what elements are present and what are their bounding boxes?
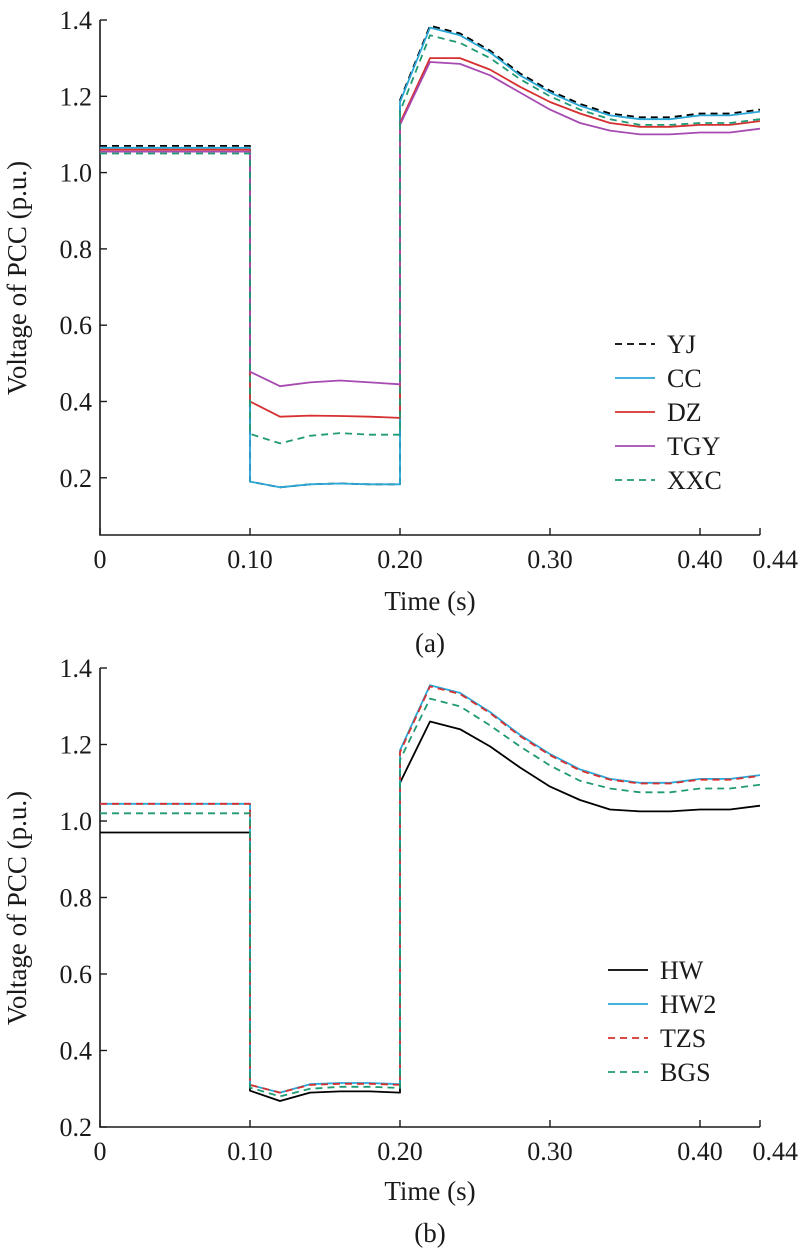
- chart-panel-a: 0.20.40.60.81.01.21.4 0 0.10 0.20 0.30 0.40 0…: [2, 6, 798, 658]
- series-line-cc: [100, 26, 761, 489]
- x-tick-label: 0: [94, 545, 107, 574]
- y-tick-label: 1.2: [60, 82, 93, 111]
- legend-label: TZS: [660, 1024, 706, 1053]
- chart-panel-b: 0.20.40.60.81.01.21.4 0 0.10 0.20 0.30 0.40 0…: [2, 654, 798, 1248]
- x-tick-label: 0.44: [753, 545, 799, 574]
- y-tick-label: 0.4: [60, 1037, 93, 1066]
- y-tick-label: 1.4: [60, 6, 93, 35]
- legend: HW HW2 TZS BGS: [608, 956, 716, 1087]
- series-line-dz: [100, 57, 761, 419]
- x-tick-label: 0.30: [527, 1137, 573, 1166]
- x-tick-label: 0.10: [227, 1137, 273, 1166]
- series-line-yj: [100, 24, 761, 489]
- y-tick-label: 1.0: [60, 159, 93, 188]
- legend-label: DZ: [667, 398, 702, 427]
- x-axis-label: Time (s): [384, 586, 475, 616]
- legend-label: HW: [660, 956, 704, 985]
- x-tick-label: 0.20: [377, 1137, 423, 1166]
- series-line-tgy: [100, 61, 761, 388]
- legend-label: BGS: [660, 1058, 711, 1087]
- y-tick-label: 0.6: [60, 311, 93, 340]
- series-line-hw: [100, 720, 761, 1102]
- y-tick-label: 1.4: [60, 654, 93, 683]
- x-tick-label: 0: [94, 1137, 107, 1166]
- legend-label: CC: [667, 364, 702, 393]
- x-tick-label: 0.40: [677, 1137, 723, 1166]
- x-tick-label: 0.30: [527, 545, 573, 574]
- y-tick-label: 0.8: [60, 235, 93, 264]
- legend-label: TGY: [667, 432, 721, 461]
- legend-label: HW2: [660, 990, 716, 1019]
- y-tick-label: 0.8: [60, 884, 93, 913]
- y-tick-label: 0.2: [60, 464, 93, 493]
- y-tick-label: 1.0: [60, 807, 93, 836]
- series-line-xxc: [100, 34, 761, 445]
- series-line-tzs: [100, 685, 761, 1094]
- x-axis-label: Time (s): [384, 1176, 475, 1206]
- y-axis-label: Voltage of PCC (p.u.): [2, 791, 32, 1025]
- x-tick-label: 0.44: [753, 1137, 799, 1166]
- y-tick-label: 0.4: [60, 387, 93, 416]
- panel-label: (b): [414, 1218, 445, 1248]
- y-tick-label: 1.2: [60, 731, 93, 760]
- y-axis-label: Voltage of PCC (p.u.): [2, 161, 32, 395]
- axes-frame: [99, 20, 760, 536]
- series-group: [100, 684, 761, 1102]
- y-tick-group: 0.2 0.4 0.6 0.8 1.0 1.2 1.4: [60, 654, 107, 1142]
- legend-label: XXC: [667, 466, 722, 495]
- y-tick-group: 0.2 0.4 0.6 0.8 1.0 1.2 1.4: [60, 6, 107, 493]
- series-line-bgs: [100, 697, 761, 1098]
- y-tick-label: 0.2: [60, 1113, 93, 1142]
- legend-label: YJ: [667, 330, 696, 359]
- x-tick-label: 0.20: [377, 545, 423, 574]
- legend: YJ CC DZ TGY XXC: [615, 330, 722, 495]
- panel-label: (a): [415, 628, 445, 658]
- x-tick-group: 0 0.10 0.20 0.30 0.40 0.44: [94, 528, 799, 574]
- x-tick-group: 0 0.10 0.20 0.30 0.40 0.44: [94, 1120, 799, 1166]
- series-group: [100, 24, 761, 489]
- y-tick-label: 0.6: [60, 960, 93, 989]
- x-tick-label: 0.10: [227, 545, 273, 574]
- x-tick-label: 0.40: [677, 545, 723, 574]
